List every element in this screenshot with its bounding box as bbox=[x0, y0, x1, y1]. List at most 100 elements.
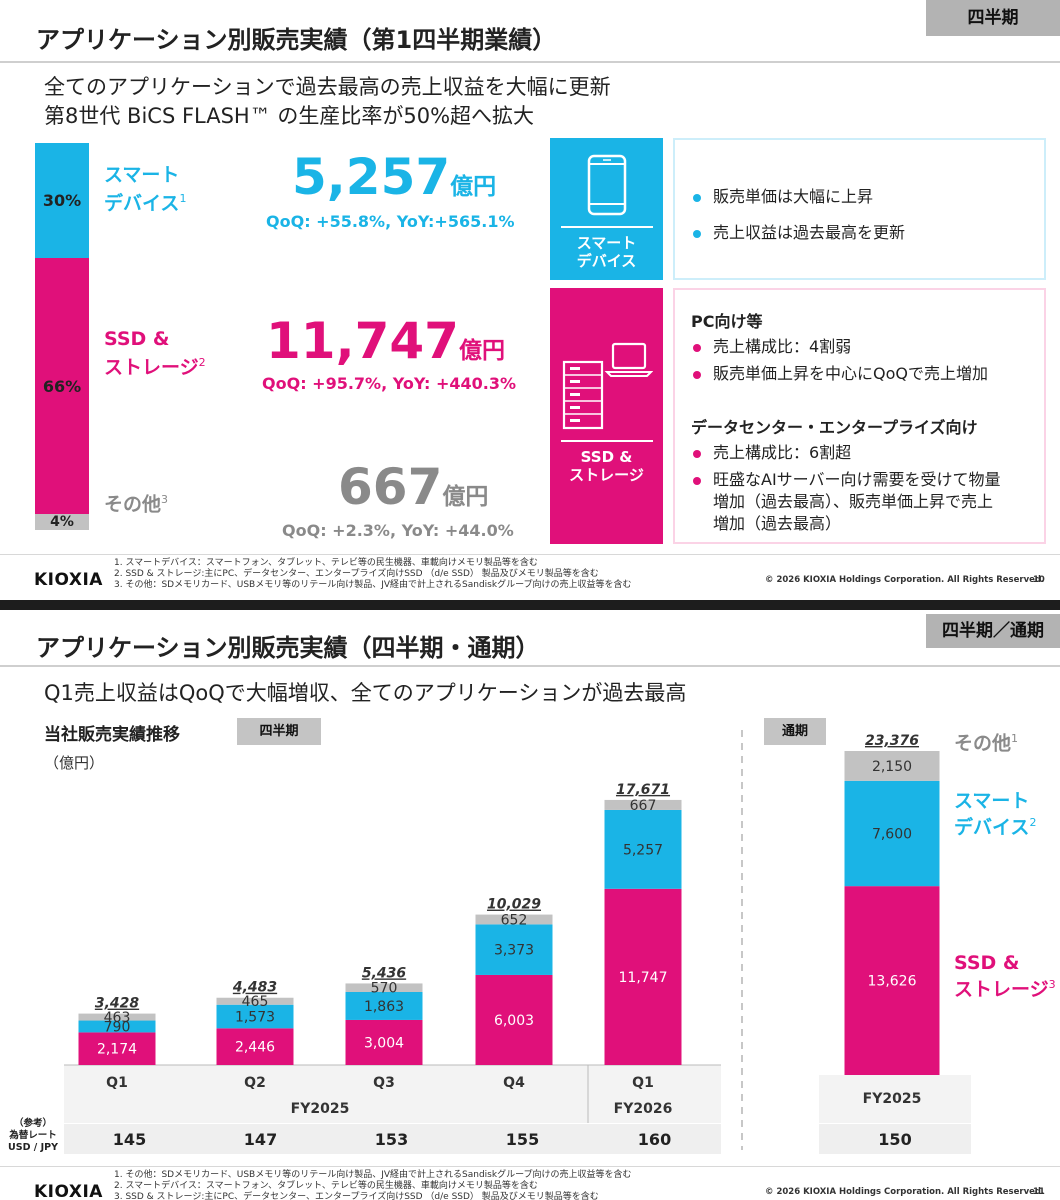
smart-bullet-1: 販売単価は大幅に上昇 bbox=[693, 186, 873, 208]
category-label: Q1 bbox=[106, 1075, 128, 1091]
annual-bar-value-label: 7,600 bbox=[872, 826, 912, 842]
slide-10: アプリケーション別販売実績（第1四半期業績） 四半期 全てのアプリケーションで過… bbox=[0, 0, 1060, 590]
fy2026-group-label: FY2026 bbox=[614, 1101, 673, 1117]
unit-label: （億円） bbox=[44, 754, 105, 772]
footer-divider bbox=[0, 554, 1060, 555]
segment-label-ssd: SSD & ストレージ2 bbox=[104, 328, 206, 379]
bar-segment bbox=[78, 1013, 156, 1021]
bar-value-label: 570 bbox=[371, 981, 398, 997]
bar-value-label: 11,747 bbox=[619, 970, 668, 986]
legend-ssd: SSD & ストレージ3 bbox=[954, 952, 1056, 1001]
bar-segment bbox=[216, 1004, 294, 1029]
annual-bar-value-label: 13,626 bbox=[868, 974, 917, 990]
smart-device-panel: 販売単価は大幅に上昇 売上収益は過去最高を更新 bbox=[673, 138, 1046, 280]
fx-value: 153 bbox=[374, 1130, 409, 1149]
bar-value-label: 2,446 bbox=[235, 1040, 275, 1056]
smart-device-icon-box: スマート デバイス bbox=[550, 138, 663, 280]
category-label: Q2 bbox=[244, 1075, 266, 1091]
value-other: 667億円 bbox=[338, 458, 489, 516]
annual-bar-segment bbox=[844, 780, 940, 887]
bar-segment bbox=[216, 997, 294, 1005]
slide-separator bbox=[0, 600, 1060, 610]
copyright: © 2026 KIOXIA Holdings Corporation. All … bbox=[765, 1187, 1045, 1197]
footnotes: 1. スマートデバイス：スマートフォン、タブレット、テレビ等の民生機器、車載向け… bbox=[114, 558, 632, 590]
fx-value: 147 bbox=[243, 1130, 278, 1149]
bar-segment bbox=[604, 809, 682, 889]
bar-value-label: 790 bbox=[104, 1019, 131, 1035]
bar-segment bbox=[345, 983, 423, 992]
page-number: 10 bbox=[1033, 575, 1045, 585]
quarterly-tag: 四半期 bbox=[237, 718, 321, 745]
value-smart: 5,257億円 bbox=[292, 148, 497, 206]
category-label: Q1 bbox=[632, 1075, 654, 1091]
title-divider bbox=[0, 61, 1060, 63]
kioxia-logo: KIOXIA bbox=[34, 570, 103, 590]
bar-total-label: 17,671 bbox=[616, 782, 670, 798]
slide-11: アプリケーション別販売実績（四半期・通期） 四半期／通期 Q1売上収益はQoQで… bbox=[0, 610, 1060, 1200]
bar-value-label: 6,003 bbox=[494, 1013, 534, 1029]
pc-bullet-2: 販売単価上昇を中心にQoQで売上増加 bbox=[693, 363, 988, 385]
bar-segment bbox=[475, 914, 553, 925]
bar-segment bbox=[345, 1019, 423, 1065]
growth-smart: QoQ: +55.8%, YoY:+565.1% bbox=[266, 212, 515, 231]
ssd-icon-box: SSD & ストレージ bbox=[550, 288, 663, 544]
headline-line-2: 第8世代 BiCS FLASH™ の生産比率が50%超へ拡大 bbox=[44, 104, 535, 128]
bar-total-label: 4,483 bbox=[232, 980, 277, 996]
mix-bar-other: 4% bbox=[35, 514, 89, 530]
fx-value: 145 bbox=[112, 1130, 147, 1149]
bar-value-label: 463 bbox=[104, 1010, 131, 1026]
bar-segment bbox=[345, 991, 423, 1020]
copyright: © 2026 KIOXIA Holdings Corporation. All … bbox=[765, 575, 1045, 585]
segment-label-other: その他3 bbox=[104, 493, 169, 516]
period-badge: 四半期 bbox=[926, 0, 1060, 36]
bar-value-label: 1,573 bbox=[235, 1010, 275, 1026]
category-label: Q4 bbox=[503, 1075, 525, 1091]
page-number: 11 bbox=[1033, 1187, 1045, 1197]
server-laptop-icon bbox=[562, 342, 653, 430]
legend-smart: スマート デバイス2 bbox=[954, 790, 1037, 839]
fx-value-annual: 150 bbox=[878, 1130, 912, 1149]
bar-value-label: 3,004 bbox=[364, 1035, 404, 1051]
category-label: Q3 bbox=[373, 1075, 395, 1091]
bar-value-label: 652 bbox=[501, 912, 528, 928]
growth-other: QoQ: +2.3%, YoY: +44.0% bbox=[282, 521, 514, 540]
bar-segment bbox=[604, 888, 682, 1065]
bar-value-label: 667 bbox=[630, 798, 657, 814]
bar-value-label: 3,373 bbox=[494, 943, 534, 959]
dc-heading: データセンター・エンタープライズ向け bbox=[691, 418, 978, 437]
bar-value-label: 1,863 bbox=[364, 999, 404, 1015]
smartphone-icon bbox=[587, 154, 626, 216]
annual-bar-segment bbox=[844, 886, 940, 1075]
bar-segment bbox=[475, 974, 553, 1065]
annual-total-label: 23,376 bbox=[865, 733, 919, 749]
fx-row-quarterly bbox=[64, 1124, 721, 1154]
slide-title: アプリケーション別販売実績（四半期・通期） bbox=[36, 634, 540, 662]
smart-icon-label: スマート デバイス bbox=[576, 234, 637, 270]
dc-bullet-1: 売上構成比：6割超 bbox=[693, 442, 851, 464]
category-axis-band bbox=[64, 1065, 721, 1123]
mix-bar-smart: 30% bbox=[35, 143, 89, 258]
headline-line-1: 全てのアプリケーションで過去最高の売上収益を大幅に更新 bbox=[44, 75, 611, 99]
bar-value-label: 5,257 bbox=[623, 842, 663, 858]
annual-tag: 通期 bbox=[764, 718, 826, 745]
bar-segment bbox=[216, 1028, 294, 1065]
dc-bullet-2: 旺盛なAIサーバー向け需要を受けて物量 増加（過去最高）、販売単価上昇で売上 増… bbox=[693, 469, 1001, 535]
icon-box-rule bbox=[560, 440, 653, 442]
legend-other: その他1 bbox=[954, 732, 1019, 755]
slide-title: アプリケーション別販売実績（第1四半期業績） bbox=[36, 26, 557, 54]
annual-axis-band bbox=[819, 1075, 971, 1123]
icon-box-rule bbox=[560, 226, 653, 228]
bar-segment bbox=[604, 799, 682, 810]
chart-heading: 当社販売実績推移 bbox=[44, 725, 180, 745]
bar-segment bbox=[78, 1020, 156, 1033]
bar-segment bbox=[475, 924, 553, 975]
annual-bar-value-label: 2,150 bbox=[872, 759, 912, 775]
mix-bar-ssd: 66% bbox=[35, 258, 89, 514]
ssd-icon-label: SSD & ストレージ bbox=[569, 448, 644, 484]
kioxia-logo: KIOXIA bbox=[34, 1182, 103, 1200]
growth-ssd: QoQ: +95.7%, YoY: +440.3% bbox=[262, 374, 517, 393]
pc-heading: PC向け等 bbox=[691, 312, 763, 331]
fx-row-annual bbox=[819, 1124, 971, 1154]
annual-bar-segment bbox=[844, 751, 940, 781]
